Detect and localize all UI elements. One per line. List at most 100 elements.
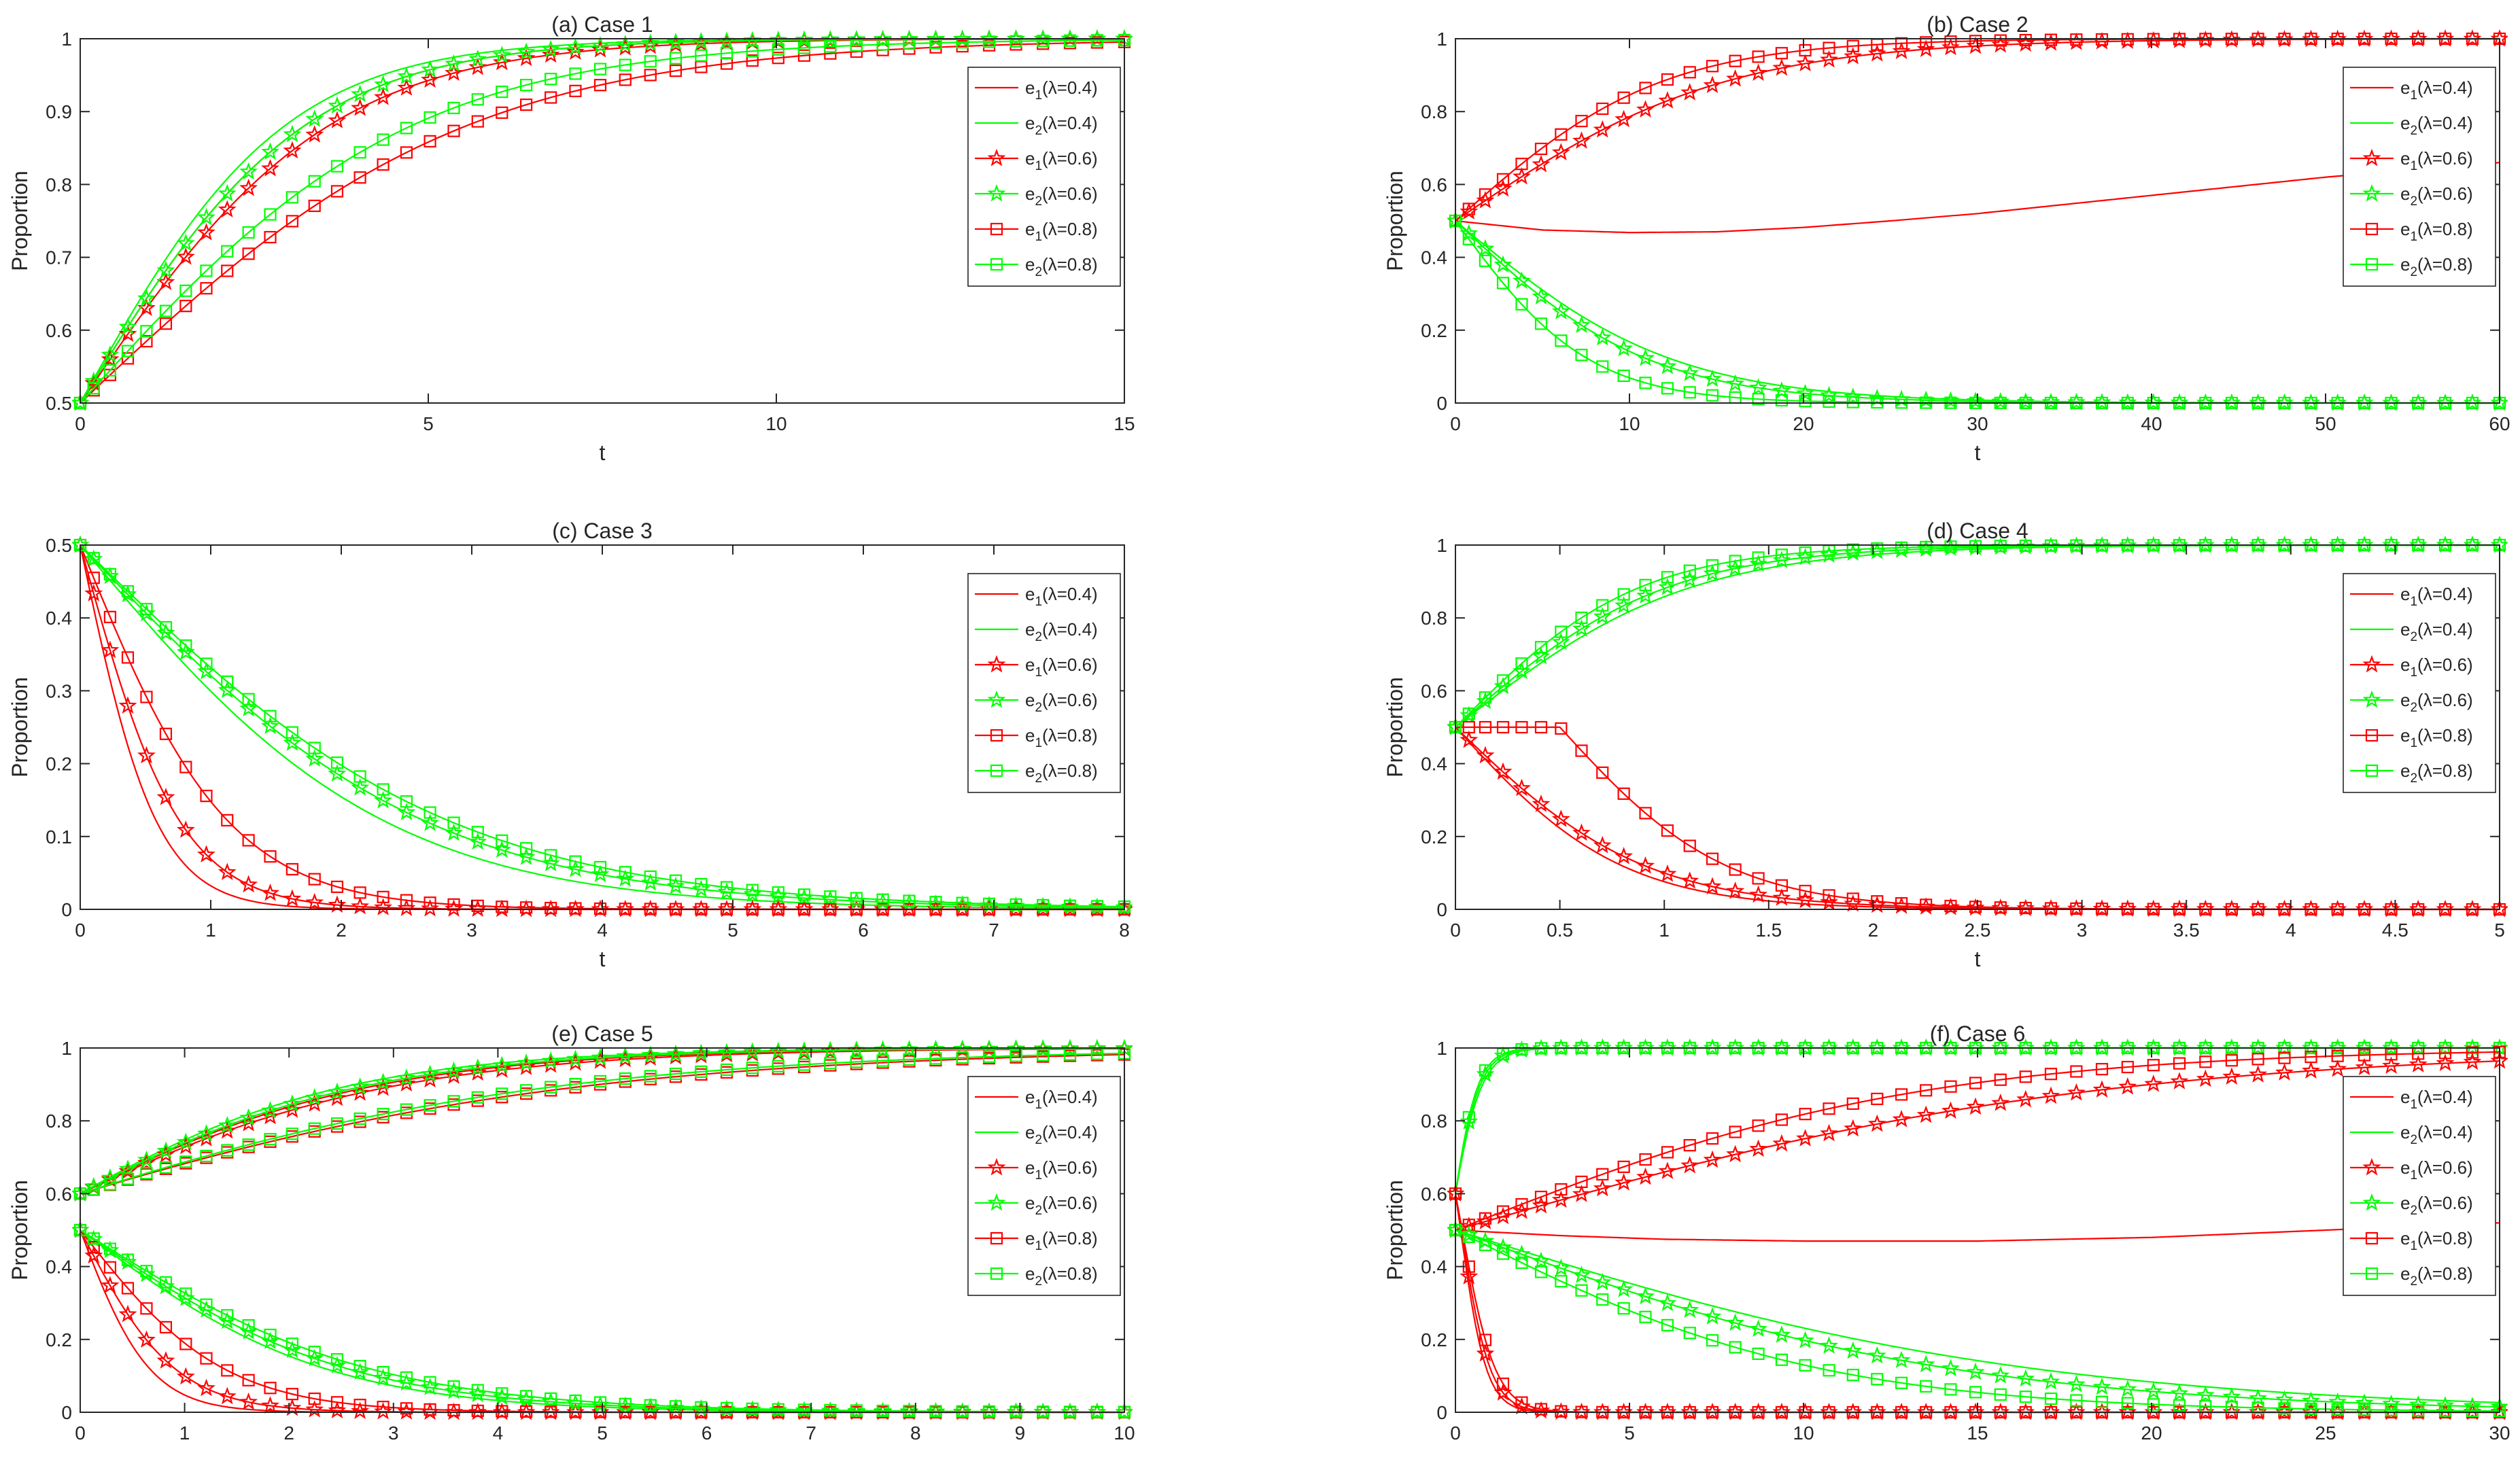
data-point-marker — [876, 893, 889, 906]
data-point-marker — [447, 1380, 460, 1393]
data-point-marker — [900, 29, 918, 48]
data-point-marker — [1060, 1038, 1080, 1057]
data-point-marker — [447, 1403, 460, 1417]
data-point-marker — [1496, 720, 1510, 734]
chart-title: (f) Case 6 — [1930, 1021, 2025, 1046]
data-point-marker — [1944, 899, 1957, 913]
data-point-marker — [218, 200, 237, 217]
data-point-marker — [283, 141, 302, 159]
data-point-marker — [1462, 1111, 1475, 1124]
data-point-marker — [1479, 720, 1492, 734]
x-tick-label: 5 — [1624, 1422, 1635, 1444]
data-point-marker — [400, 1402, 413, 1415]
data-point-marker — [400, 122, 413, 135]
y-tick-label: 0.2 — [1421, 320, 1447, 341]
legend-entry: e2(λ=0.4) — [2350, 1122, 2473, 1147]
data-point-marker — [824, 47, 837, 60]
x-tick-label: 8 — [910, 1422, 921, 1444]
data-point-marker — [87, 1232, 100, 1245]
data-point-marker — [517, 1058, 536, 1075]
legend-entry: e2(λ=0.4) — [975, 113, 1098, 138]
data-point-marker — [569, 1394, 582, 1408]
data-point-marker — [496, 1387, 508, 1400]
legend-marker — [2362, 1157, 2381, 1176]
data-point-marker — [1534, 641, 1548, 654]
data-point-marker — [447, 1095, 460, 1108]
y-tick-label: 0.9 — [46, 101, 72, 122]
data-point-marker — [1799, 546, 1812, 559]
data-point-marker — [569, 1077, 582, 1091]
data-point-marker — [644, 55, 657, 68]
legend: e1(λ=0.4) e2(λ=0.4) e1(λ=0.6) e2(λ=0.6) e1(λ… — [2343, 67, 2496, 287]
legend-marker — [990, 258, 1003, 271]
data-point-marker — [746, 54, 759, 67]
data-point-marker — [876, 1404, 889, 1417]
data-point-marker — [87, 572, 100, 584]
data-point-marker — [397, 1068, 416, 1086]
data-point-marker — [264, 710, 277, 722]
data-point-marker — [2118, 1077, 2137, 1095]
data-point-marker — [156, 1141, 175, 1159]
data-point-marker — [286, 1338, 299, 1350]
legend-marker — [987, 1193, 1006, 1211]
data-point-marker — [1892, 1110, 1911, 1128]
y-tick-label: 0.8 — [1421, 101, 1447, 122]
data-point-marker — [1636, 100, 1655, 118]
data-point-marker — [824, 1057, 837, 1070]
data-point-marker — [103, 610, 117, 623]
data-point-marker — [1555, 625, 1568, 638]
data-point-marker — [1615, 338, 1634, 357]
data-point-marker — [101, 1168, 120, 1186]
data-point-marker — [2466, 1046, 2479, 1059]
data-point-marker — [1532, 1251, 1551, 1270]
data-point-marker — [1593, 1272, 1612, 1291]
data-point-marker — [1639, 578, 1652, 591]
legend-marker — [990, 1231, 1003, 1245]
data-point-marker — [520, 901, 533, 914]
legend-marker — [2365, 1267, 2379, 1280]
data-point-marker — [1555, 1275, 1568, 1288]
data-point-marker — [1706, 852, 1719, 865]
data-point-marker — [1920, 540, 1933, 554]
y-axis-label: Proportion — [1383, 1180, 1407, 1280]
data-point-marker — [1513, 271, 1531, 289]
data-point-marker — [1706, 1334, 1719, 1347]
data-point-marker — [424, 896, 436, 909]
data-point-marker — [87, 1183, 100, 1196]
data-point-marker — [305, 749, 324, 767]
data-point-marker — [492, 1060, 511, 1078]
data-point-marker — [903, 1405, 916, 1418]
data-point-marker — [1494, 1238, 1513, 1256]
data-point-marker — [1796, 1331, 1814, 1349]
data-point-marker — [1551, 1190, 1570, 1208]
data-point-marker — [1615, 1280, 1634, 1297]
data-point-marker — [1775, 548, 1789, 561]
data-point-marker — [1617, 1302, 1630, 1315]
data-point-marker — [644, 69, 657, 82]
data-point-marker — [242, 1374, 255, 1386]
data-point-marker — [1680, 1300, 1699, 1318]
data-point-marker — [1752, 50, 1765, 63]
data-point-marker — [286, 1388, 299, 1401]
x-axis-label: t — [600, 440, 606, 465]
data-point-marker — [179, 1338, 192, 1350]
data-point-marker — [541, 45, 560, 63]
data-point-marker — [956, 1405, 969, 1418]
data-point-marker — [374, 898, 392, 915]
data-point-marker — [283, 1398, 302, 1416]
data-point-marker — [308, 199, 321, 212]
legend-label: e2(λ=0.4) — [2400, 113, 2473, 138]
data-point-marker — [2016, 1369, 2035, 1387]
data-point-marker — [1555, 1183, 1568, 1196]
legend-entry: e2(λ=0.6) — [975, 184, 1098, 209]
data-point-marker — [2019, 33, 2032, 47]
data-point-marker — [1944, 35, 1957, 48]
data-point-marker — [218, 1386, 237, 1405]
data-point-marker — [1729, 54, 1742, 67]
data-point-marker — [397, 1074, 416, 1092]
legend-marker — [987, 690, 1006, 708]
data-point-marker — [1871, 542, 1884, 555]
data-point-marker — [929, 37, 942, 50]
data-point-marker — [2019, 1070, 2032, 1083]
